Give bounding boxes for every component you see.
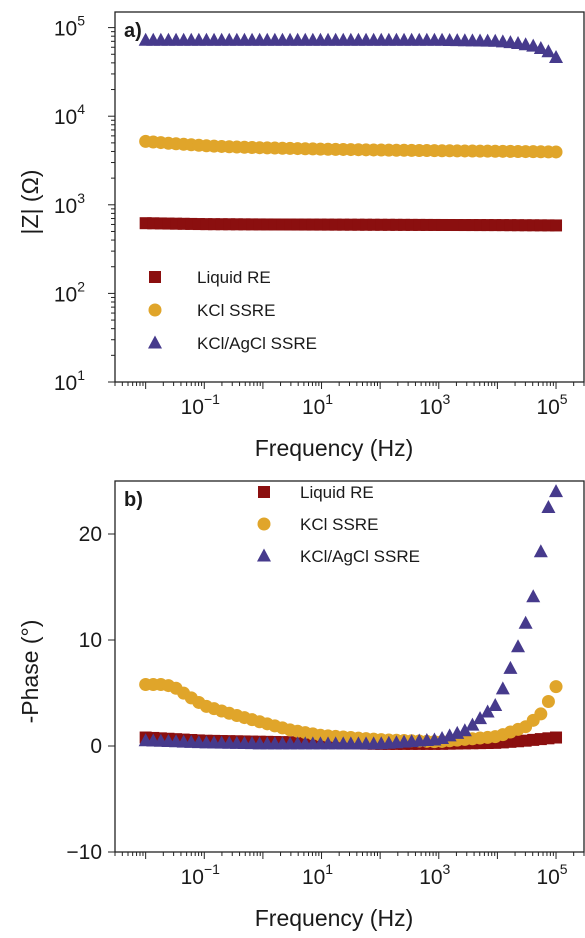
plot-frame <box>114 11 585 383</box>
data-point <box>495 681 510 695</box>
x-tick-exponent: −1 <box>204 391 220 407</box>
y-tick-label: 103 <box>54 190 85 218</box>
x-tick-label: 101 <box>302 861 333 889</box>
data-point <box>526 589 541 603</box>
legend-label: Liquid RE <box>197 268 271 287</box>
y-tick-label: 102 <box>54 278 85 306</box>
x-tick-exponent: 3 <box>443 861 451 877</box>
y-tick-label: 20 <box>79 523 102 546</box>
series-liquid-re <box>139 217 563 232</box>
legend-marker <box>148 335 162 349</box>
y-tick-label: 10 <box>79 629 102 652</box>
data-point <box>549 49 564 63</box>
x-tick-exponent: 5 <box>560 391 568 407</box>
y-tick-exponent: 3 <box>77 190 85 206</box>
data-point <box>534 707 548 721</box>
legend: Liquid RE KCl SSRE KCl/AgCl SSRE <box>148 268 317 353</box>
legend-label: KCl SSRE <box>197 301 275 320</box>
legend-label: Liquid RE <box>300 483 374 502</box>
data-point <box>504 219 517 232</box>
data-point <box>549 145 563 159</box>
y-tick-exponent: 4 <box>77 101 85 117</box>
x-tick-label: 10−1 <box>181 391 221 419</box>
chart-panel-1: 10−1 101 103 105 101 102 103 104 105 Frequency (H… <box>17 11 585 461</box>
series-kcl-agcl-ssre <box>138 32 564 63</box>
data-point <box>541 695 555 709</box>
plot-frame <box>114 480 585 853</box>
y-tick-label: 0 <box>90 735 102 758</box>
x-tick-exponent: 3 <box>443 391 451 407</box>
data-point <box>533 41 548 55</box>
x-tick-label: 10−1 <box>181 861 221 889</box>
x-tick-label: 103 <box>419 391 450 419</box>
legend-marker <box>148 303 162 317</box>
legend-label: KCl/AgCl SSRE <box>197 334 317 353</box>
data-point <box>473 711 488 725</box>
legend-label: KCl SSRE <box>300 515 378 534</box>
x-tick-exponent: 5 <box>560 861 568 877</box>
y-axis-title: -Phase (°) <box>17 620 43 724</box>
x-axis-title: Frequency (Hz) <box>255 435 413 461</box>
data-point <box>541 44 556 58</box>
legend-marker <box>149 271 161 283</box>
y-tick-label: 101 <box>54 367 85 395</box>
data-point <box>550 219 563 232</box>
x-tick-label: 101 <box>302 391 333 419</box>
series-kcl-ssre <box>139 134 563 159</box>
data-point <box>504 735 517 748</box>
y-tick-label: 105 <box>54 13 85 41</box>
data-point <box>518 615 533 629</box>
data-point <box>533 544 548 558</box>
x-axis-title: Frequency (Hz) <box>255 905 413 931</box>
x-tick-label: 105 <box>536 861 567 889</box>
y-tick-label: −10 <box>66 841 102 864</box>
y-tick-exponent: 5 <box>77 13 85 29</box>
legend-marker <box>258 486 270 498</box>
data-point <box>503 660 518 674</box>
x-tick-label: 105 <box>536 391 567 419</box>
data-point <box>457 723 472 737</box>
data-point <box>549 680 563 694</box>
x-tick-exponent: −1 <box>204 861 220 877</box>
data-point <box>488 697 503 711</box>
series-kcl-agcl-ssre <box>138 484 564 750</box>
y-tick-label: 104 <box>54 101 85 129</box>
data-point <box>550 731 563 744</box>
y-axis-title: |Z| (Ω) <box>17 170 43 235</box>
legend: Liquid RE KCl SSRE KCl/AgCl SSRE <box>257 483 420 566</box>
data-point <box>465 717 480 731</box>
data-point <box>480 704 495 718</box>
y-tick-exponent: 2 <box>77 278 85 294</box>
y-tick-exponent: 1 <box>77 367 85 383</box>
legend-label: KCl/AgCl SSRE <box>300 547 420 566</box>
data-point <box>541 499 556 513</box>
data-point <box>526 38 541 52</box>
panel-label: a) <box>124 20 142 42</box>
legend-marker <box>257 517 271 531</box>
x-tick-exponent: 1 <box>325 861 333 877</box>
data-point <box>511 639 526 653</box>
data-point <box>549 484 564 498</box>
x-tick-label: 103 <box>419 861 450 889</box>
x-tick-exponent: 1 <box>325 391 333 407</box>
panel-label: b) <box>124 489 143 511</box>
legend-marker <box>257 548 271 562</box>
chart-panel-2: 10−1 101 103 105 −10 0 10 20 Frequency (Hz) -Phas… <box>17 480 585 931</box>
